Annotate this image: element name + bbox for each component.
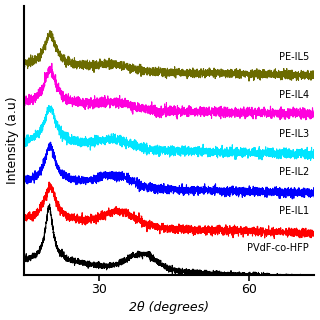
Text: PVdF-co-HFP: PVdF-co-HFP (247, 243, 309, 253)
Y-axis label: Intensity (a.u): Intensity (a.u) (5, 96, 19, 184)
X-axis label: 2θ (degrees): 2θ (degrees) (129, 301, 209, 315)
Text: PE-IL2: PE-IL2 (279, 167, 309, 177)
Text: PE-IL5: PE-IL5 (279, 52, 309, 62)
Text: PE-IL1: PE-IL1 (279, 206, 309, 216)
Text: PE-IL4: PE-IL4 (279, 90, 309, 100)
Text: PE-IL3: PE-IL3 (279, 129, 309, 139)
